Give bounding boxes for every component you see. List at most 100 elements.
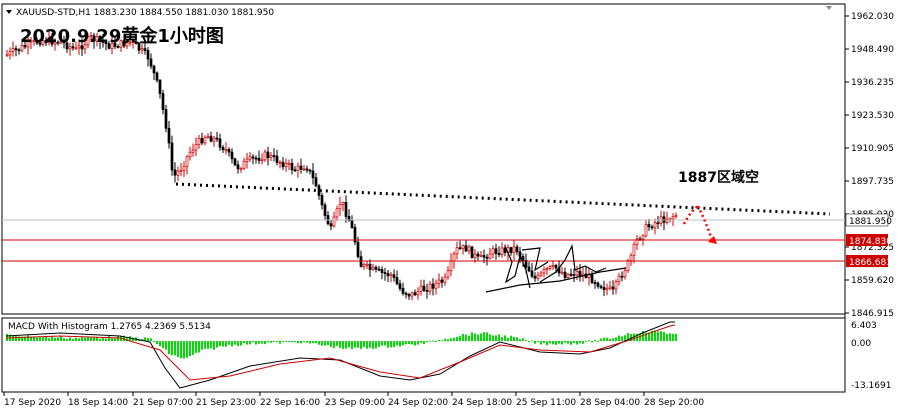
macd-bar [216, 341, 218, 348]
level-tag-1-text: 1874.830 [849, 237, 892, 247]
candle-body [464, 245, 468, 252]
candle-body [221, 146, 225, 150]
macd-bar [390, 341, 392, 348]
candle-body [275, 155, 279, 163]
candle-body [17, 49, 21, 52]
macd-bar [549, 341, 551, 344]
macd-bar [204, 341, 206, 349]
candle-body [287, 162, 291, 165]
macd-bar [276, 341, 278, 342]
macd-bar [318, 341, 320, 345]
candle-body [545, 268, 549, 270]
time-axis-label: 17 Sep 2020 [4, 398, 61, 408]
macd-bar [66, 338, 68, 341]
candle-body [149, 58, 153, 67]
macd-bar [447, 339, 449, 341]
candle-body [23, 45, 27, 48]
macd-bar [108, 335, 110, 341]
macd-bar [510, 335, 512, 341]
candle-body [428, 283, 432, 292]
macd-bar [189, 341, 191, 357]
candle-body [107, 43, 111, 49]
macd-bar [486, 332, 488, 341]
macd-bar [336, 341, 338, 346]
candle-body [164, 109, 168, 129]
candle-body [200, 138, 204, 144]
candle-body [236, 164, 240, 170]
time-axis-label: 28 Sep 20:00 [644, 398, 704, 408]
macd-bar [450, 338, 452, 341]
shift-arrow-icon[interactable] [826, 6, 832, 10]
candle-body [191, 149, 195, 153]
candle-body [572, 274, 576, 276]
candle-body [170, 142, 174, 171]
macd-bar [627, 333, 629, 341]
macd-bar [231, 341, 233, 347]
candle-body [500, 247, 504, 256]
candle-body [443, 276, 447, 283]
candle-body [335, 208, 339, 218]
macd-label: MACD With Histogram 1.2765 4.2369 5.5134 [8, 322, 211, 332]
candle-body [116, 46, 120, 48]
candle-body [206, 135, 210, 138]
price-scale-label: 1846.915 [851, 309, 894, 319]
macd-bar [213, 341, 215, 350]
macd-pane[interactable] [1, 317, 846, 393]
candle-body [224, 148, 228, 151]
macd-bar [357, 341, 359, 348]
candle-body [230, 151, 234, 160]
macd-bar [6, 333, 8, 341]
macd-bar [672, 333, 674, 341]
macd-histogram [6, 330, 677, 359]
macd-bar [132, 337, 134, 341]
macd-bar [480, 333, 482, 341]
macd-bar [465, 334, 467, 341]
candle-body [41, 40, 45, 45]
macd-bar [33, 336, 35, 341]
candle-body [266, 151, 270, 159]
macd-bar [453, 337, 455, 341]
macd-bar [24, 336, 26, 341]
macd-bar [528, 341, 530, 342]
time-axis-label: 22 Sep 16:00 [260, 398, 320, 408]
candle-body [272, 155, 276, 157]
macd-bar [558, 341, 560, 344]
macd-bar [39, 336, 41, 341]
trend-line[interactable] [175, 182, 831, 216]
candle-body [281, 161, 285, 168]
macd-bar [129, 336, 131, 341]
macd-bar [579, 341, 581, 344]
macd-bar [300, 341, 302, 344]
macd-bar [321, 341, 323, 346]
macd-bar [264, 341, 266, 345]
macd-bar [468, 335, 470, 341]
macd-bar [378, 341, 380, 347]
macd-bar [171, 341, 173, 356]
candle-body [32, 39, 36, 42]
candle-body [380, 269, 384, 273]
macd-bar [198, 341, 200, 353]
macd-bar [615, 337, 617, 341]
current-price-text: 1881.950 [849, 217, 892, 227]
macd-bar [285, 341, 287, 342]
macd-bar [375, 341, 377, 349]
price-pane[interactable] [1, 3, 846, 315]
macd-bar [363, 341, 365, 347]
price-scale-label: 1948.490 [851, 45, 894, 55]
menu-triangle-icon[interactable] [6, 10, 12, 14]
macd-bar [456, 336, 458, 341]
candle-body [491, 248, 495, 255]
macd-bar [513, 336, 515, 341]
macd-bar [30, 337, 32, 341]
macd-bar [573, 341, 575, 343]
candle-body [125, 42, 129, 47]
macd-bar [561, 341, 563, 345]
candle-body [647, 224, 651, 228]
macd-bar [654, 330, 656, 341]
macd-bar [105, 338, 107, 341]
macd-bar [147, 338, 149, 341]
candle-body [284, 163, 288, 168]
candle-body [470, 246, 474, 258]
signature [485, 243, 627, 293]
